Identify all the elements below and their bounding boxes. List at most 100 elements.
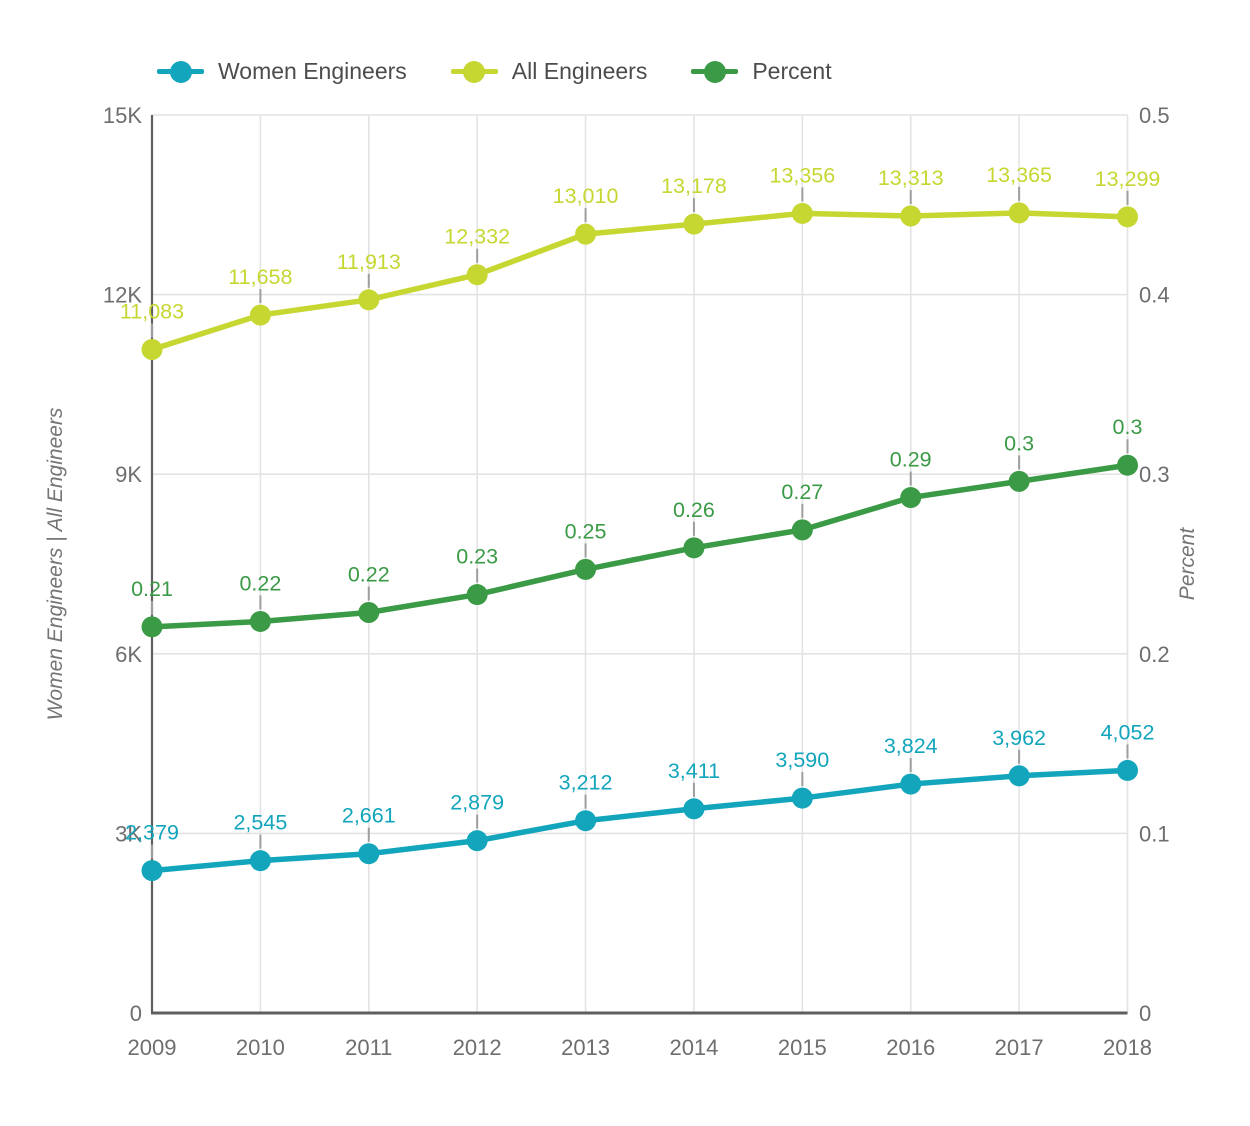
data-label: 13,313: [878, 166, 944, 190]
data-point[interactable]: [249, 304, 271, 326]
data-point[interactable]: [466, 830, 488, 852]
left-axis-title: Women Engineers | All Engineers: [44, 407, 67, 720]
data-label: 13,356: [769, 163, 835, 187]
x-axis-tick: 2010: [236, 1035, 285, 1060]
data-point[interactable]: [141, 616, 163, 638]
right-axis-tick: 0: [1139, 1001, 1151, 1026]
data-label: 0.3: [1113, 415, 1143, 439]
data-point[interactable]: [791, 202, 813, 224]
data-label: 11,913: [337, 250, 401, 274]
data-point[interactable]: [575, 810, 597, 832]
data-point[interactable]: [683, 798, 705, 820]
series-line: [149, 767, 1131, 874]
data-point[interactable]: [249, 610, 271, 632]
left-axis-tick: 15K: [103, 103, 142, 128]
data-point[interactable]: [900, 487, 922, 509]
data-label: 3,411: [668, 759, 720, 783]
data-label: 0.21: [131, 577, 173, 601]
data-point[interactable]: [466, 264, 488, 286]
left-axis-tick: 6K: [115, 642, 142, 667]
legend-series-marker-icon: [450, 60, 498, 83]
x-axis-tick: 2012: [453, 1035, 502, 1060]
data-label: 13,299: [1095, 167, 1161, 191]
data-label: 2,661: [342, 804, 396, 828]
series-line: [149, 210, 1131, 353]
legend-item-all-engineers[interactable]: All Engineers: [450, 60, 647, 83]
x-axis-tick: 2018: [1103, 1035, 1152, 1060]
data-label: 0.29: [890, 448, 932, 472]
data-point[interactable]: [358, 843, 380, 865]
left-axis-tick: 3K: [115, 821, 142, 846]
data-label: 11,658: [228, 265, 292, 289]
gridlines: [152, 114, 1129, 1013]
x-axis-tick: 2015: [778, 1035, 827, 1060]
data-label: 13,178: [661, 174, 727, 198]
data-label: 0.3: [1004, 431, 1034, 455]
data-point[interactable]: [141, 860, 163, 882]
data-label: 13,010: [553, 184, 619, 208]
x-axis-tick: 2009: [128, 1035, 177, 1060]
data-point[interactable]: [791, 519, 813, 541]
legend-series-marker-icon: [691, 60, 739, 83]
data-point[interactable]: [1117, 454, 1138, 476]
left-axis-tick: 9K: [115, 462, 142, 487]
data-point[interactable]: [1008, 202, 1030, 224]
left-axis-tick: 0: [130, 1001, 142, 1026]
series-women-engineers: 2,379 2,545 2,661 2,879 3,212 3,411 3,590 3,824…: [125, 720, 1155, 882]
data-point[interactable]: [466, 584, 488, 606]
x-axis-tick: 2011: [345, 1035, 392, 1060]
data-point[interactable]: [358, 289, 380, 311]
data-point[interactable]: [683, 537, 705, 559]
data-label: 2,545: [233, 811, 287, 835]
legend-label: Women Engineers: [218, 58, 407, 84]
data-label: 4,052: [1101, 720, 1155, 744]
x-axis-tick: 2014: [669, 1035, 718, 1060]
data-point[interactable]: [683, 213, 705, 235]
data-point[interactable]: [358, 601, 380, 623]
data-point[interactable]: [1117, 206, 1138, 228]
legend-label: Percent: [752, 58, 832, 84]
legend-item-percent[interactable]: Percent: [691, 58, 832, 84]
legend-item-women-engineers[interactable]: Women Engineers: [157, 60, 407, 83]
data-point[interactable]: [900, 205, 922, 227]
right-axis-tick: 0.1: [1139, 821, 1170, 846]
data-label: 0.25: [565, 519, 607, 543]
right-axis-tick: 0.4: [1139, 283, 1170, 308]
series-percent: 0.21 0.22 0.22 0.23 0.25 0.26 0.27 0.29 0.3 0.3: [131, 415, 1143, 638]
data-point[interactable]: [141, 338, 163, 360]
right-axis-title: Percent: [1176, 527, 1199, 601]
legend: Women Engineers All Engineers Percent: [157, 60, 832, 83]
x-axis-tick: 2013: [561, 1035, 610, 1060]
data-label: 3,590: [775, 748, 829, 772]
data-point[interactable]: [900, 773, 922, 795]
data-label: 0.23: [456, 545, 498, 569]
data-label: 0.26: [673, 498, 715, 522]
left-axis-tick: 12K: [103, 283, 142, 308]
series-all-engineers: 11,083 11,658 11,913 12,332 13,010 13,178 13,3…: [120, 163, 1160, 360]
data-label: 3,212: [559, 771, 613, 795]
right-axis-tick: 0.2: [1139, 642, 1170, 667]
data-label: 2,879: [450, 791, 504, 815]
data-label: 0.22: [239, 571, 281, 595]
legend-series-marker-icon: [157, 60, 204, 83]
data-label: 3,824: [884, 734, 938, 758]
data-point[interactable]: [791, 787, 813, 809]
data-label: 0.27: [781, 480, 823, 504]
data-point[interactable]: [1117, 759, 1138, 781]
series-line: [149, 462, 1131, 630]
data-point[interactable]: [1008, 470, 1030, 492]
data-label: 0.22: [348, 562, 390, 586]
x-axis-tick: 2017: [995, 1035, 1044, 1060]
data-point[interactable]: [575, 558, 597, 580]
right-axis-tick: 0.3: [1139, 462, 1170, 487]
axis-lines: [150, 115, 1128, 1015]
data-point[interactable]: [575, 223, 597, 245]
data-label: 12,332: [444, 225, 510, 249]
data-label: 3,962: [992, 726, 1046, 750]
data-point[interactable]: [249, 850, 271, 872]
data-label: 11,083: [120, 299, 184, 323]
x-axis-tick: 2016: [886, 1035, 935, 1060]
axis-ticks: 0 3K 6K 9K 12K 15K 0 0.1 0.2 0.3 0.4 0.5 2009 2010 201…: [103, 103, 1170, 1060]
data-point[interactable]: [1008, 765, 1030, 787]
